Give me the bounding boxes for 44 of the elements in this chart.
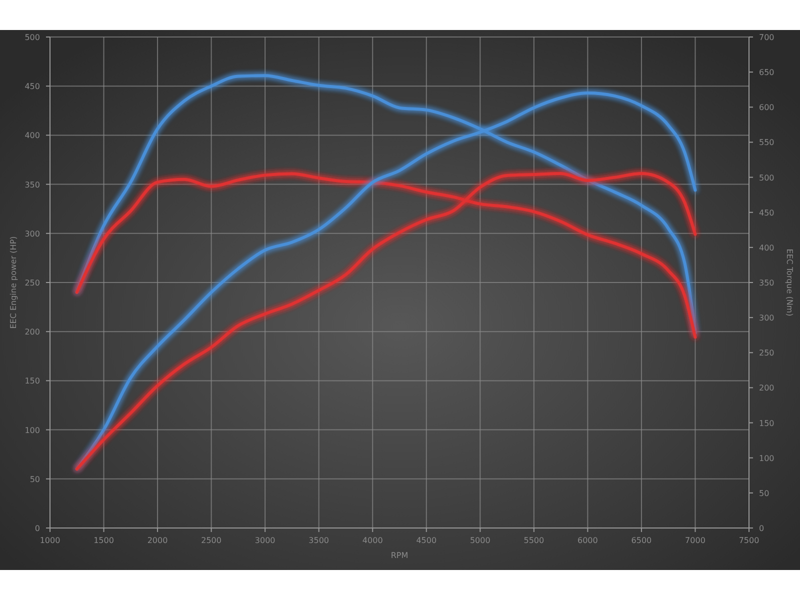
y2-tick-label: 250 — [759, 348, 774, 358]
y-tick-label: 100 — [24, 426, 40, 435]
x-tick-label: 6000 — [578, 536, 598, 545]
x-axis-title: RPM — [390, 551, 408, 560]
y-tick-label: 0 — [34, 524, 40, 533]
y2-tick-label: 500 — [759, 173, 774, 182]
y2-tick-label: 550 — [759, 138, 774, 148]
y2-tick-label: 150 — [759, 418, 774, 428]
y2-tick-label: 600 — [759, 103, 774, 112]
y-tick-label: 250 — [24, 278, 40, 288]
x-tick-label: 4000 — [362, 536, 383, 545]
x-tick-label: 1000 — [40, 536, 60, 545]
y-tick-label: 500 — [24, 33, 40, 42]
line-series — [75, 172, 697, 471]
y2-tick-label: 50 — [759, 488, 770, 498]
y-tick-label: 450 — [24, 82, 40, 92]
x-tick-label: 2500 — [201, 536, 222, 545]
y2-tick-label: 700 — [759, 33, 774, 42]
y-tick-label: 300 — [24, 229, 40, 238]
x-tick-label: 3000 — [254, 536, 276, 545]
x-tick-label: 5500 — [524, 536, 544, 545]
x-tick-label: 2000 — [147, 536, 168, 545]
x-tick-label: 7000 — [685, 536, 706, 545]
y2-tick-label: 400 — [759, 243, 774, 252]
y2-tick-label: 650 — [759, 68, 774, 78]
x-tick-label: 7500 — [738, 536, 760, 545]
y-axis-title: EEC Engine power (HP) — [9, 236, 18, 329]
y2-tick-label: 450 — [759, 208, 774, 218]
y-tick-label: 150 — [24, 376, 40, 386]
y-tick-label: 400 — [24, 131, 40, 140]
y-tick-label: 50 — [30, 474, 40, 484]
y2-tick-label: 350 — [759, 278, 774, 288]
y-tick-label: 200 — [24, 328, 40, 337]
y2-tick-label: 300 — [759, 314, 774, 323]
y2-tick-label: 100 — [759, 454, 774, 463]
y2-tick-label: 0 — [759, 524, 764, 533]
x-tick-label: 6500 — [631, 536, 652, 545]
y-tick-label: 350 — [24, 180, 40, 190]
y2-tick-label: 200 — [759, 384, 774, 393]
y2-axis-title: EEC Torque (Nm) — [785, 248, 794, 316]
x-tick-label: 3500 — [308, 536, 330, 545]
x-tick-label: 1500 — [94, 536, 114, 545]
x-tick-label: 5000 — [470, 536, 490, 545]
x-tick-label: 4500 — [416, 536, 437, 545]
